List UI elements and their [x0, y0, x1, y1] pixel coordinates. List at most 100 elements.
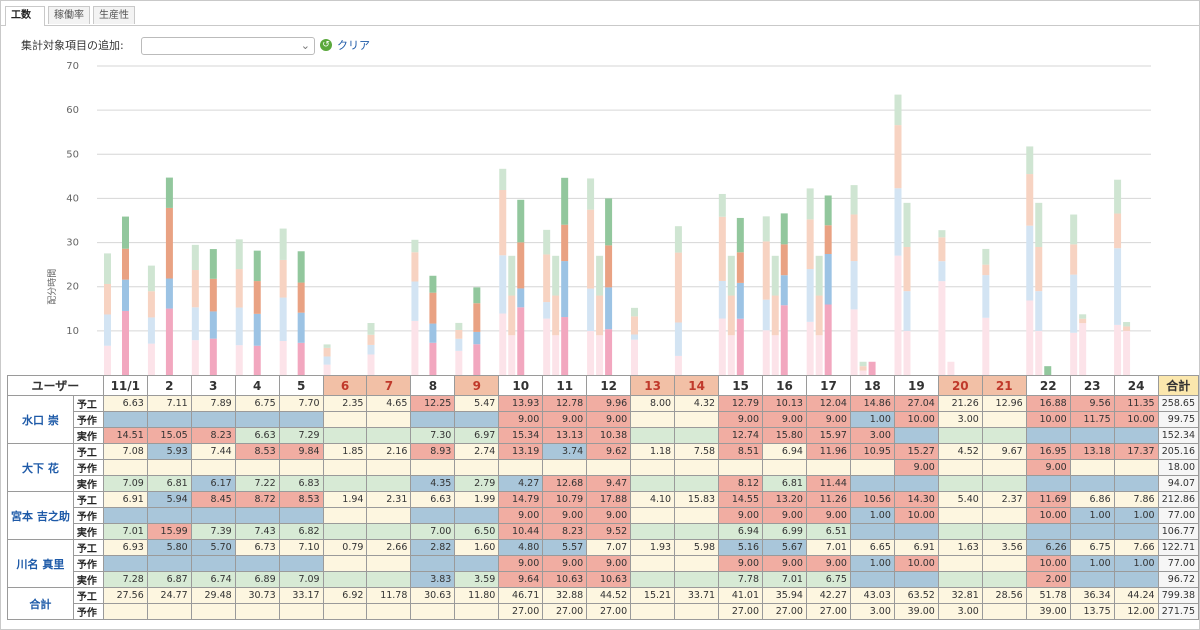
value-cell: 12.96 [981, 395, 1027, 412]
bar-segment-yosaku [903, 202, 911, 247]
bar-group-11/1 [104, 216, 129, 375]
value-cell [981, 427, 1027, 444]
row-type-label: 実作 [72, 475, 104, 492]
value-cell: 8.51 [718, 443, 764, 460]
bar-segment-jissaku [780, 244, 788, 276]
bar-segment-yoko [850, 309, 858, 375]
value-cell: 7.08 [102, 443, 148, 460]
value-cell: 3.59 [454, 571, 500, 588]
value-cell: 9.00 [893, 459, 939, 476]
value-cell: 6.65 [849, 539, 895, 556]
value-cell: 5.80 [146, 539, 192, 556]
value-cell [102, 603, 148, 620]
tab-man-hours[interactable]: 工数 [5, 6, 45, 26]
bar-segment-jissaku [605, 198, 613, 246]
bar-segment-yoko [323, 364, 331, 375]
date-column-header: 11 [542, 375, 588, 396]
value-cell: 9.67 [981, 443, 1027, 460]
value-cell [630, 475, 676, 492]
bar-segment-yoko [499, 168, 507, 190]
user-name-cell[interactable]: 水口 崇 [7, 395, 74, 444]
value-cell: 7.39 [190, 523, 236, 540]
bar-segment-jissaku [253, 345, 261, 375]
value-cell: 32.81 [937, 587, 983, 604]
user-name-cell[interactable]: 大下 花 [7, 443, 74, 492]
value-cell [234, 459, 280, 476]
bar-group-13 [631, 307, 638, 375]
row-total-cell: 99.75 [1157, 411, 1199, 428]
row-total-cell: 258.65 [1157, 395, 1199, 412]
bar-segment-jissaku [297, 251, 305, 283]
value-cell: 35.94 [762, 587, 807, 604]
value-cell: 13.75 [1069, 603, 1115, 620]
value-cell: 9.00 [542, 411, 588, 428]
value-cell: 51.78 [1025, 587, 1071, 604]
bar-segment-yoko [147, 291, 155, 318]
clear-icon[interactable]: ↺ [320, 39, 332, 51]
row-total-cell: 152.34 [1157, 427, 1199, 444]
value-cell: 9.00 [805, 555, 851, 572]
value-cell: 6.83 [278, 475, 324, 492]
bar-segment-yoko [1026, 225, 1034, 301]
value-cell: 9.00 [762, 411, 807, 428]
value-cell: 6.94 [718, 523, 764, 540]
value-cell [322, 411, 368, 428]
bar-segment-yoko [894, 125, 902, 189]
bar-segment-yoko [147, 343, 155, 375]
bar-segment-yosaku [771, 255, 779, 296]
bar-segment-yoko [894, 255, 902, 375]
bar-segment-yosaku [596, 255, 604, 296]
tab-utilization[interactable]: 稼働率 [48, 6, 90, 24]
date-column-header: 6 [322, 375, 368, 396]
value-cell [1025, 427, 1071, 444]
value-cell: 8.72 [234, 491, 280, 508]
value-cell: 33.71 [674, 587, 720, 604]
bar-segment-yoko [147, 265, 155, 292]
bar-segment-jissaku [122, 310, 129, 375]
value-cell: 9.00 [805, 411, 851, 428]
bar-group-23 [1070, 214, 1087, 375]
tab-productivity[interactable]: 生産性 [93, 6, 135, 24]
user-name-cell[interactable]: 合計 [7, 587, 74, 620]
bar-segment-jissaku [209, 311, 217, 339]
value-cell [410, 507, 456, 524]
bar-segment-yoko [806, 219, 814, 270]
bar-segment-yosaku [815, 295, 823, 336]
bar-segment-jissaku [561, 177, 569, 225]
value-cell: 9.00 [762, 507, 807, 524]
value-cell: 6.75 [234, 395, 280, 412]
value-cell: 39.00 [1025, 603, 1071, 620]
bar-segment-jissaku [122, 248, 129, 280]
value-cell: 9.00 [586, 411, 632, 428]
value-cell: 5.57 [542, 539, 588, 556]
table-row: 川名 真里 予工 6.93 5.80 5.70 6.73 7.10 0.79 2.66 2.82 1… [7, 539, 1199, 588]
bar-group-12 [587, 178, 613, 375]
bar-segment-yoko [718, 193, 726, 217]
value-cell: 2.35 [322, 395, 368, 412]
value-cell [1113, 475, 1159, 492]
table-row: 予作 9.00 9.00 9.00 9.00 9.00 9.00 1.00 10.00 10.00… [8, 555, 1199, 572]
value-cell [849, 523, 895, 540]
user-name-cell[interactable]: 宮本 吉之助 [7, 491, 74, 540]
value-cell: 9.00 [1025, 459, 1071, 476]
bar-segment-yoko [1026, 174, 1034, 226]
table-row: 宮本 吉之助 予工 6.91 5.94 8.45 8.72 8.53 1.94 2.31 6.63… [7, 491, 1199, 540]
value-cell: 9.96 [586, 395, 632, 412]
bar-segment-jissaku [561, 261, 569, 318]
bar-segment-jissaku [122, 279, 129, 311]
value-cell: 6.63 [102, 395, 148, 412]
bar-segment-jissaku [473, 287, 481, 304]
clear-link[interactable]: クリア [337, 39, 370, 52]
user-name-cell[interactable]: 川名 真里 [7, 539, 74, 588]
bar-segment-yoko [587, 209, 595, 289]
value-cell: 1.00 [849, 507, 895, 524]
bar-segment-yoko [674, 226, 682, 253]
aggregate-item-select[interactable]: ⌄ [141, 37, 315, 55]
value-cell: 6.26 [1025, 539, 1071, 556]
bar-segment-yoko [411, 281, 419, 321]
value-cell: 27.00 [805, 603, 851, 620]
bar-segment-yoko [938, 237, 946, 262]
value-cell [366, 475, 412, 492]
row-total-cell: 205.16 [1157, 443, 1199, 460]
value-cell: 8.12 [718, 475, 764, 492]
